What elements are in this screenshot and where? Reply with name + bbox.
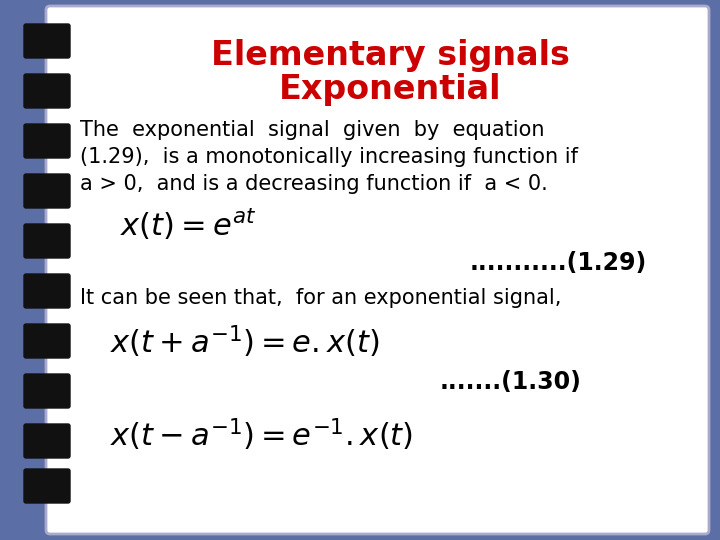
FancyBboxPatch shape: [24, 374, 70, 408]
FancyBboxPatch shape: [24, 324, 70, 358]
FancyBboxPatch shape: [24, 74, 70, 108]
FancyBboxPatch shape: [24, 174, 70, 208]
Text: The  exponential  signal  given  by  equation: The exponential signal given by equation: [80, 120, 544, 140]
Text: $x(t) = e^{at}$: $x(t) = e^{at}$: [120, 207, 256, 242]
Text: a > 0,  and is a decreasing function if  a < 0.: a > 0, and is a decreasing function if a…: [80, 174, 548, 194]
Text: $x(t - a^{-1}) = e^{-1}.x(t)$: $x(t - a^{-1}) = e^{-1}.x(t)$: [110, 417, 413, 453]
Text: Elementary signals: Elementary signals: [210, 38, 570, 71]
Text: Exponential: Exponential: [279, 73, 501, 106]
FancyBboxPatch shape: [24, 469, 70, 503]
Text: ...........(1.29): ...........(1.29): [470, 251, 647, 275]
FancyBboxPatch shape: [24, 224, 70, 258]
Text: It can be seen that,  for an exponential signal,: It can be seen that, for an exponential …: [80, 288, 562, 308]
FancyBboxPatch shape: [46, 6, 709, 534]
FancyBboxPatch shape: [24, 124, 70, 158]
FancyBboxPatch shape: [24, 274, 70, 308]
Text: .......(1.30): .......(1.30): [440, 370, 582, 394]
FancyBboxPatch shape: [24, 424, 70, 458]
Text: (1.29),  is a monotonically increasing function if: (1.29), is a monotonically increasing fu…: [80, 147, 578, 167]
Text: $x(t + a^{-1}) = e.x(t)$: $x(t + a^{-1}) = e.x(t)$: [110, 324, 379, 360]
FancyBboxPatch shape: [24, 24, 70, 58]
